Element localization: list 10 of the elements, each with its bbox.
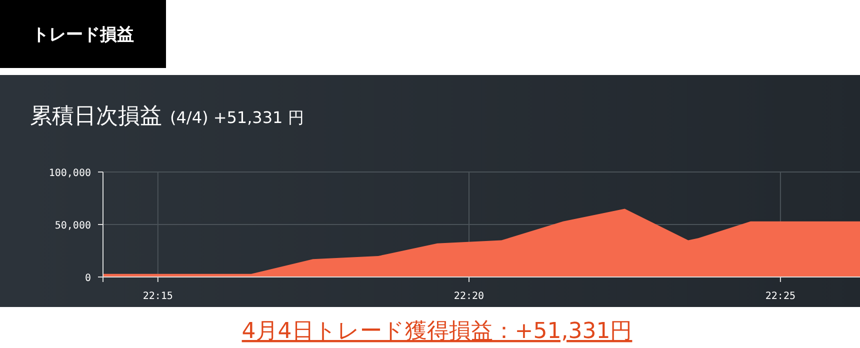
chart-subtitle: (4/4) +51,331 円	[170, 108, 304, 127]
chart-title: 累積日次損益	[30, 104, 162, 129]
text: 4月4日トレード獲得損益：+51,331円	[242, 319, 632, 344]
x-tick-label: 22:15	[142, 291, 173, 302]
y-tick-label: 50,000	[54, 220, 91, 232]
y-tick-label: 100,000	[48, 168, 91, 179]
x-tick-label: 22:25	[765, 291, 796, 302]
x-tick-label: 22:20	[454, 291, 484, 302]
y-tick-label: 0	[84, 273, 91, 284]
text: トレード損益	[32, 25, 134, 45]
